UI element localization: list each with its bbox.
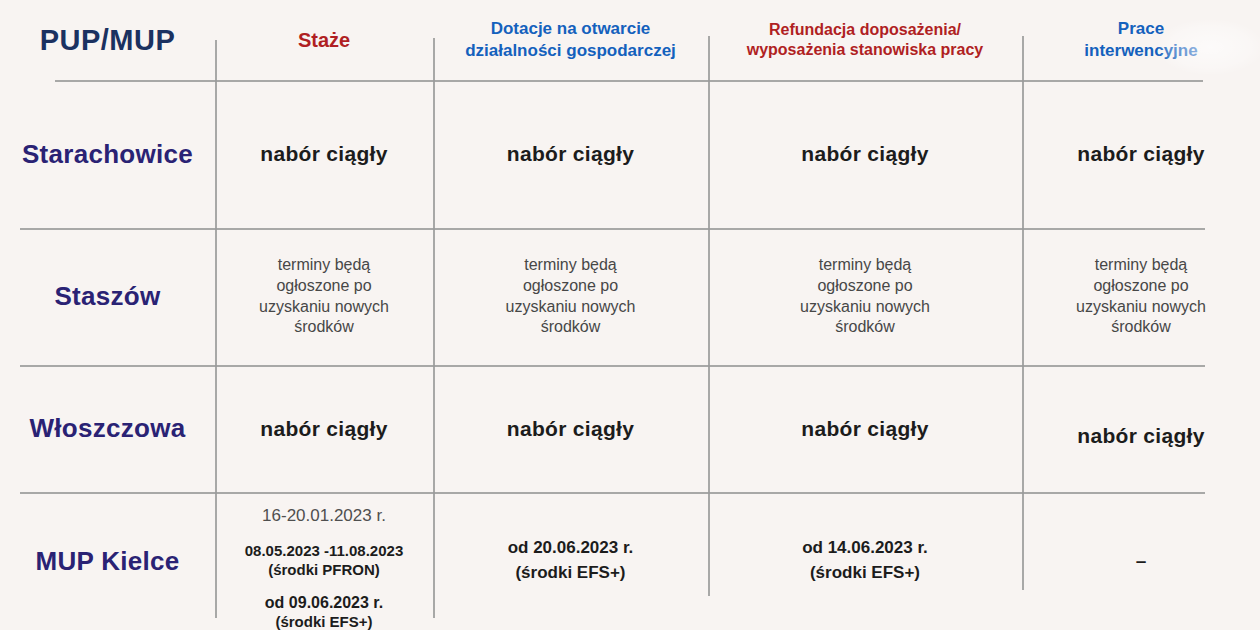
cell-staszow-prace: terminy będą ogłoszone po uzyskaniu nowy…: [1022, 228, 1260, 365]
cell-staszow-staze: terminy będą ogłoszone po uzyskaniu nowy…: [215, 228, 433, 365]
column-header-refundacja: Refundacja doposażenia/ wyposażenia stan…: [708, 0, 1022, 80]
cell-wloszczowa-dotacje: nabór ciągły: [433, 365, 708, 492]
cell-kielce-staze: 16-20.01.2023 r. 08.05.2023 -11.08.2023 …: [215, 492, 433, 630]
cell-staszow-refundacja: terminy będą ogłoszone po uzyskaniu nowy…: [708, 228, 1022, 365]
kielce-staze-date-2: 08.05.2023 -11.08.2023: [245, 542, 403, 561]
corner-header-pup-mup: PUP/MUP: [0, 0, 215, 80]
cell-wloszczowa-prace: nabór ciągły: [1022, 365, 1260, 492]
row-header-starachowice: Starachowice: [0, 80, 215, 228]
row-header-staszow: Staszów: [0, 228, 215, 365]
row-header-wloszczowa: Włoszczowa: [0, 365, 215, 492]
kielce-staze-date-3: od 09.06.2023 r.: [265, 593, 383, 613]
cell-starachowice-staze: nabór ciągły: [215, 80, 433, 228]
kielce-staze-date-2-source: (środki PFRON): [245, 561, 403, 580]
kielce-staze-date-1: 16-20.01.2023 r.: [262, 506, 386, 526]
cell-starachowice-dotacje: nabór ciągły: [433, 80, 708, 228]
column-header-dotacje: Dotacje na otwarcie działalności gospoda…: [433, 0, 708, 80]
cell-kielce-prace-dash: –: [1022, 492, 1260, 630]
row-header-mup-kielce: MUP Kielce: [0, 492, 215, 630]
column-header-prace-interwencyjne: Prace interwencyjne: [1022, 0, 1260, 80]
column-header-staze: Staże: [215, 0, 433, 80]
cell-kielce-dotacje: od 20.06.2023 r. (środki EFS+): [433, 492, 708, 630]
cell-starachowice-refundacja: nabór ciągły: [708, 80, 1022, 228]
kielce-staze-date-3-source: (środki EFS+): [265, 613, 383, 630]
cell-wloszczowa-staze: nabór ciągły: [215, 365, 433, 492]
cell-staszow-dotacje: terminy będą ogłoszone po uzyskaniu nowy…: [433, 228, 708, 365]
cell-wloszczowa-refundacja: nabór ciągły: [708, 365, 1022, 492]
cell-starachowice-prace: nabór ciągły: [1022, 80, 1260, 228]
cell-kielce-refundacja: od 14.06.2023 r. (środki EFS+): [708, 492, 1022, 630]
recruitment-deadlines-table: PUP/MUP Staże Dotacje na otwarcie działa…: [0, 0, 1260, 630]
